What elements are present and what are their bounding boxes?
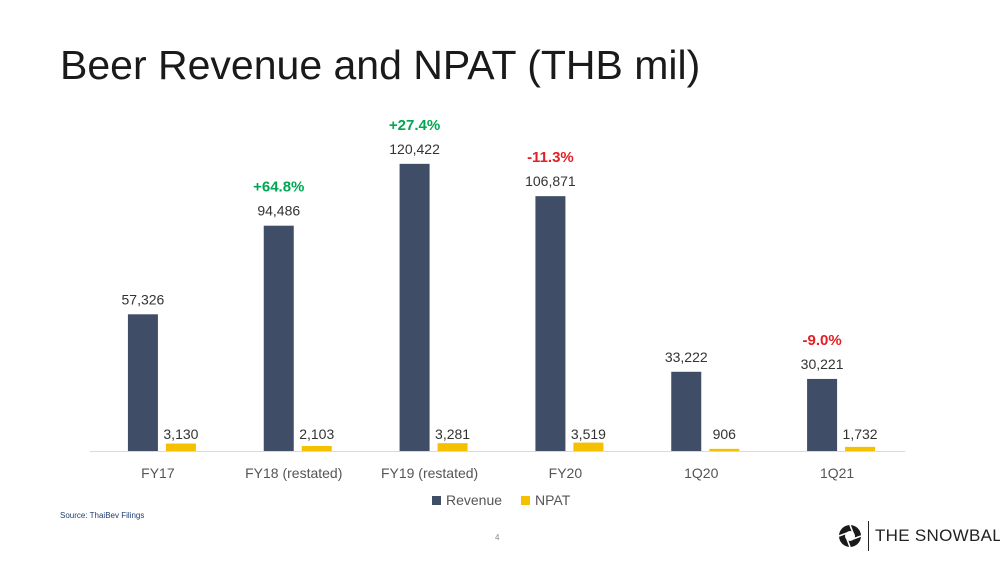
- x-tick-label: 1Q20: [684, 465, 718, 481]
- legend-label-revenue: Revenue: [446, 492, 502, 508]
- npat-value-label: 2,103: [299, 426, 334, 442]
- logo-text: THE SNOWBALL: [875, 526, 1000, 545]
- growth-annotation: +64.8%: [253, 179, 304, 196]
- npat-bar: [437, 443, 468, 451]
- revenue-bar: [535, 196, 566, 451]
- source-note: Source: ThaiBev Filings: [60, 511, 145, 520]
- x-tick-label: FY17: [141, 465, 175, 481]
- growth-annotation: -9.0%: [802, 332, 841, 349]
- npat-value-label: 3,519: [571, 426, 606, 442]
- npat-bar: [573, 442, 604, 451]
- revenue-value-label: 30,221: [801, 356, 844, 372]
- logo: THE SNOWBALL: [838, 521, 1000, 551]
- revenue-bar: [807, 378, 838, 451]
- page-title: Beer Revenue and NPAT (THB mil): [60, 42, 701, 88]
- revenue-value-label: 94,486: [257, 203, 300, 219]
- revenue-bar: [263, 225, 294, 451]
- revenue-value-label: 120,422: [389, 141, 440, 157]
- npat-value-label: 1,732: [843, 426, 878, 442]
- legend-label-npat: NPAT: [535, 492, 571, 508]
- x-tick-label: FY19 (restated): [381, 465, 478, 481]
- growth-annotation: +27.4%: [389, 117, 440, 134]
- npat-bar: [165, 443, 196, 451]
- npat-bar: [845, 446, 876, 451]
- revenue-bar: [671, 371, 702, 451]
- x-tick-label: FY20: [549, 465, 583, 481]
- x-tick-label: 1Q21: [820, 465, 854, 481]
- logo-separator: [868, 521, 869, 551]
- npat-value-label: 906: [713, 426, 737, 442]
- npat-value-label: 3,281: [435, 426, 470, 442]
- revenue-value-label: 57,326: [122, 291, 165, 307]
- x-tick-label: FY18 (restated): [245, 465, 342, 481]
- npat-value-label: 3,130: [163, 426, 198, 442]
- revenue-bar: [399, 163, 430, 451]
- npat-bar: [709, 448, 740, 451]
- npat-bar: [301, 445, 332, 451]
- page-number: 4: [495, 533, 500, 542]
- aperture-icon: [838, 524, 862, 548]
- revenue-value-label: 106,871: [525, 173, 576, 189]
- revenue-bar: [127, 314, 158, 451]
- legend-swatch-npat: [521, 496, 530, 505]
- revenue-value-label: 33,222: [665, 349, 708, 365]
- growth-annotation: -11.3%: [527, 149, 574, 166]
- legend-swatch-revenue: [432, 496, 441, 505]
